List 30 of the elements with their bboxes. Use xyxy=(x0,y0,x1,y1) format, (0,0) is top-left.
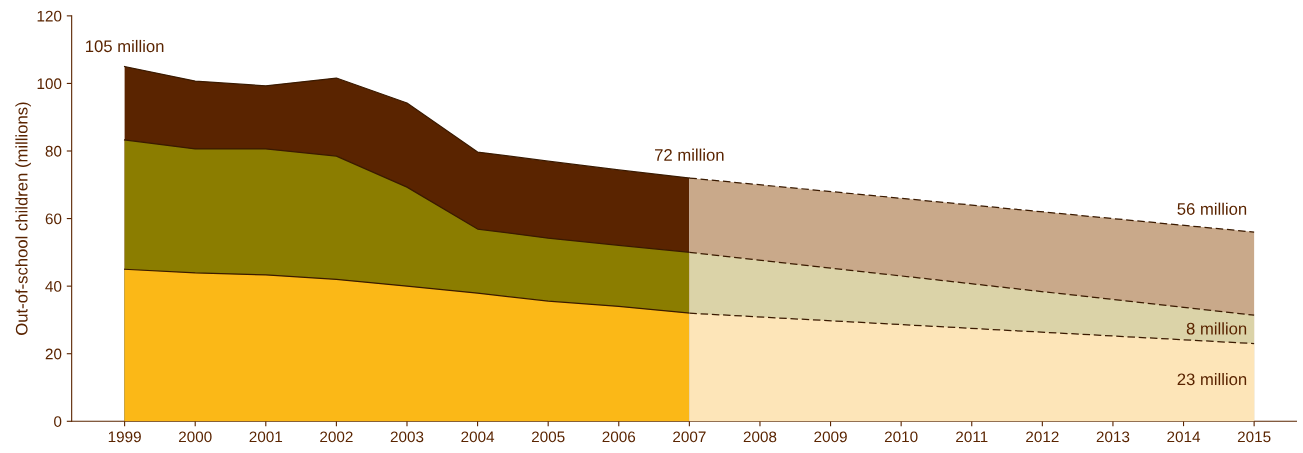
x-tick-label: 2015 xyxy=(1237,431,1271,443)
x-tick-label: 2011 xyxy=(956,431,988,443)
annotation: 56 million xyxy=(1177,202,1247,215)
y-tick-label: 0 xyxy=(54,416,62,427)
x-tick-label: 2006 xyxy=(602,431,636,443)
x-tick-label: 2013 xyxy=(1096,431,1130,443)
x-tick-label: 2005 xyxy=(531,431,565,443)
annotation: 23 million xyxy=(1177,372,1247,386)
annotation: 8 million xyxy=(1186,322,1247,335)
x-tick-label: 2003 xyxy=(390,431,424,443)
x-tick-label: 2004 xyxy=(461,431,495,443)
x-tick-label: 2008 xyxy=(743,431,777,443)
x-tick-label: 2001 xyxy=(249,431,283,443)
y-tick-label: 40 xyxy=(45,281,62,292)
y-axis-title: Out-of-school children (millions) xyxy=(15,102,31,335)
y-tick-label: 60 xyxy=(45,213,62,225)
x-tick-label: 2000 xyxy=(178,431,212,443)
y-tick-label: 120 xyxy=(37,10,62,22)
y-tick-label: 80 xyxy=(45,145,62,157)
annotation: 105 million xyxy=(86,39,164,53)
x-tick-label: 2014 xyxy=(1167,431,1201,443)
x-tick-label: 2009 xyxy=(814,431,847,443)
x-tick-label: 2010 xyxy=(884,431,918,443)
x-tick-label: 1999 xyxy=(108,431,141,443)
x-tick-label: 2007 xyxy=(673,431,706,443)
x-tick-label: 2002 xyxy=(320,431,353,443)
y-tick-label: 20 xyxy=(45,348,62,360)
annotation: 72 million xyxy=(655,148,724,161)
y-tick-label: 100 xyxy=(37,78,62,90)
x-tick-label: 2012 xyxy=(1026,431,1059,443)
